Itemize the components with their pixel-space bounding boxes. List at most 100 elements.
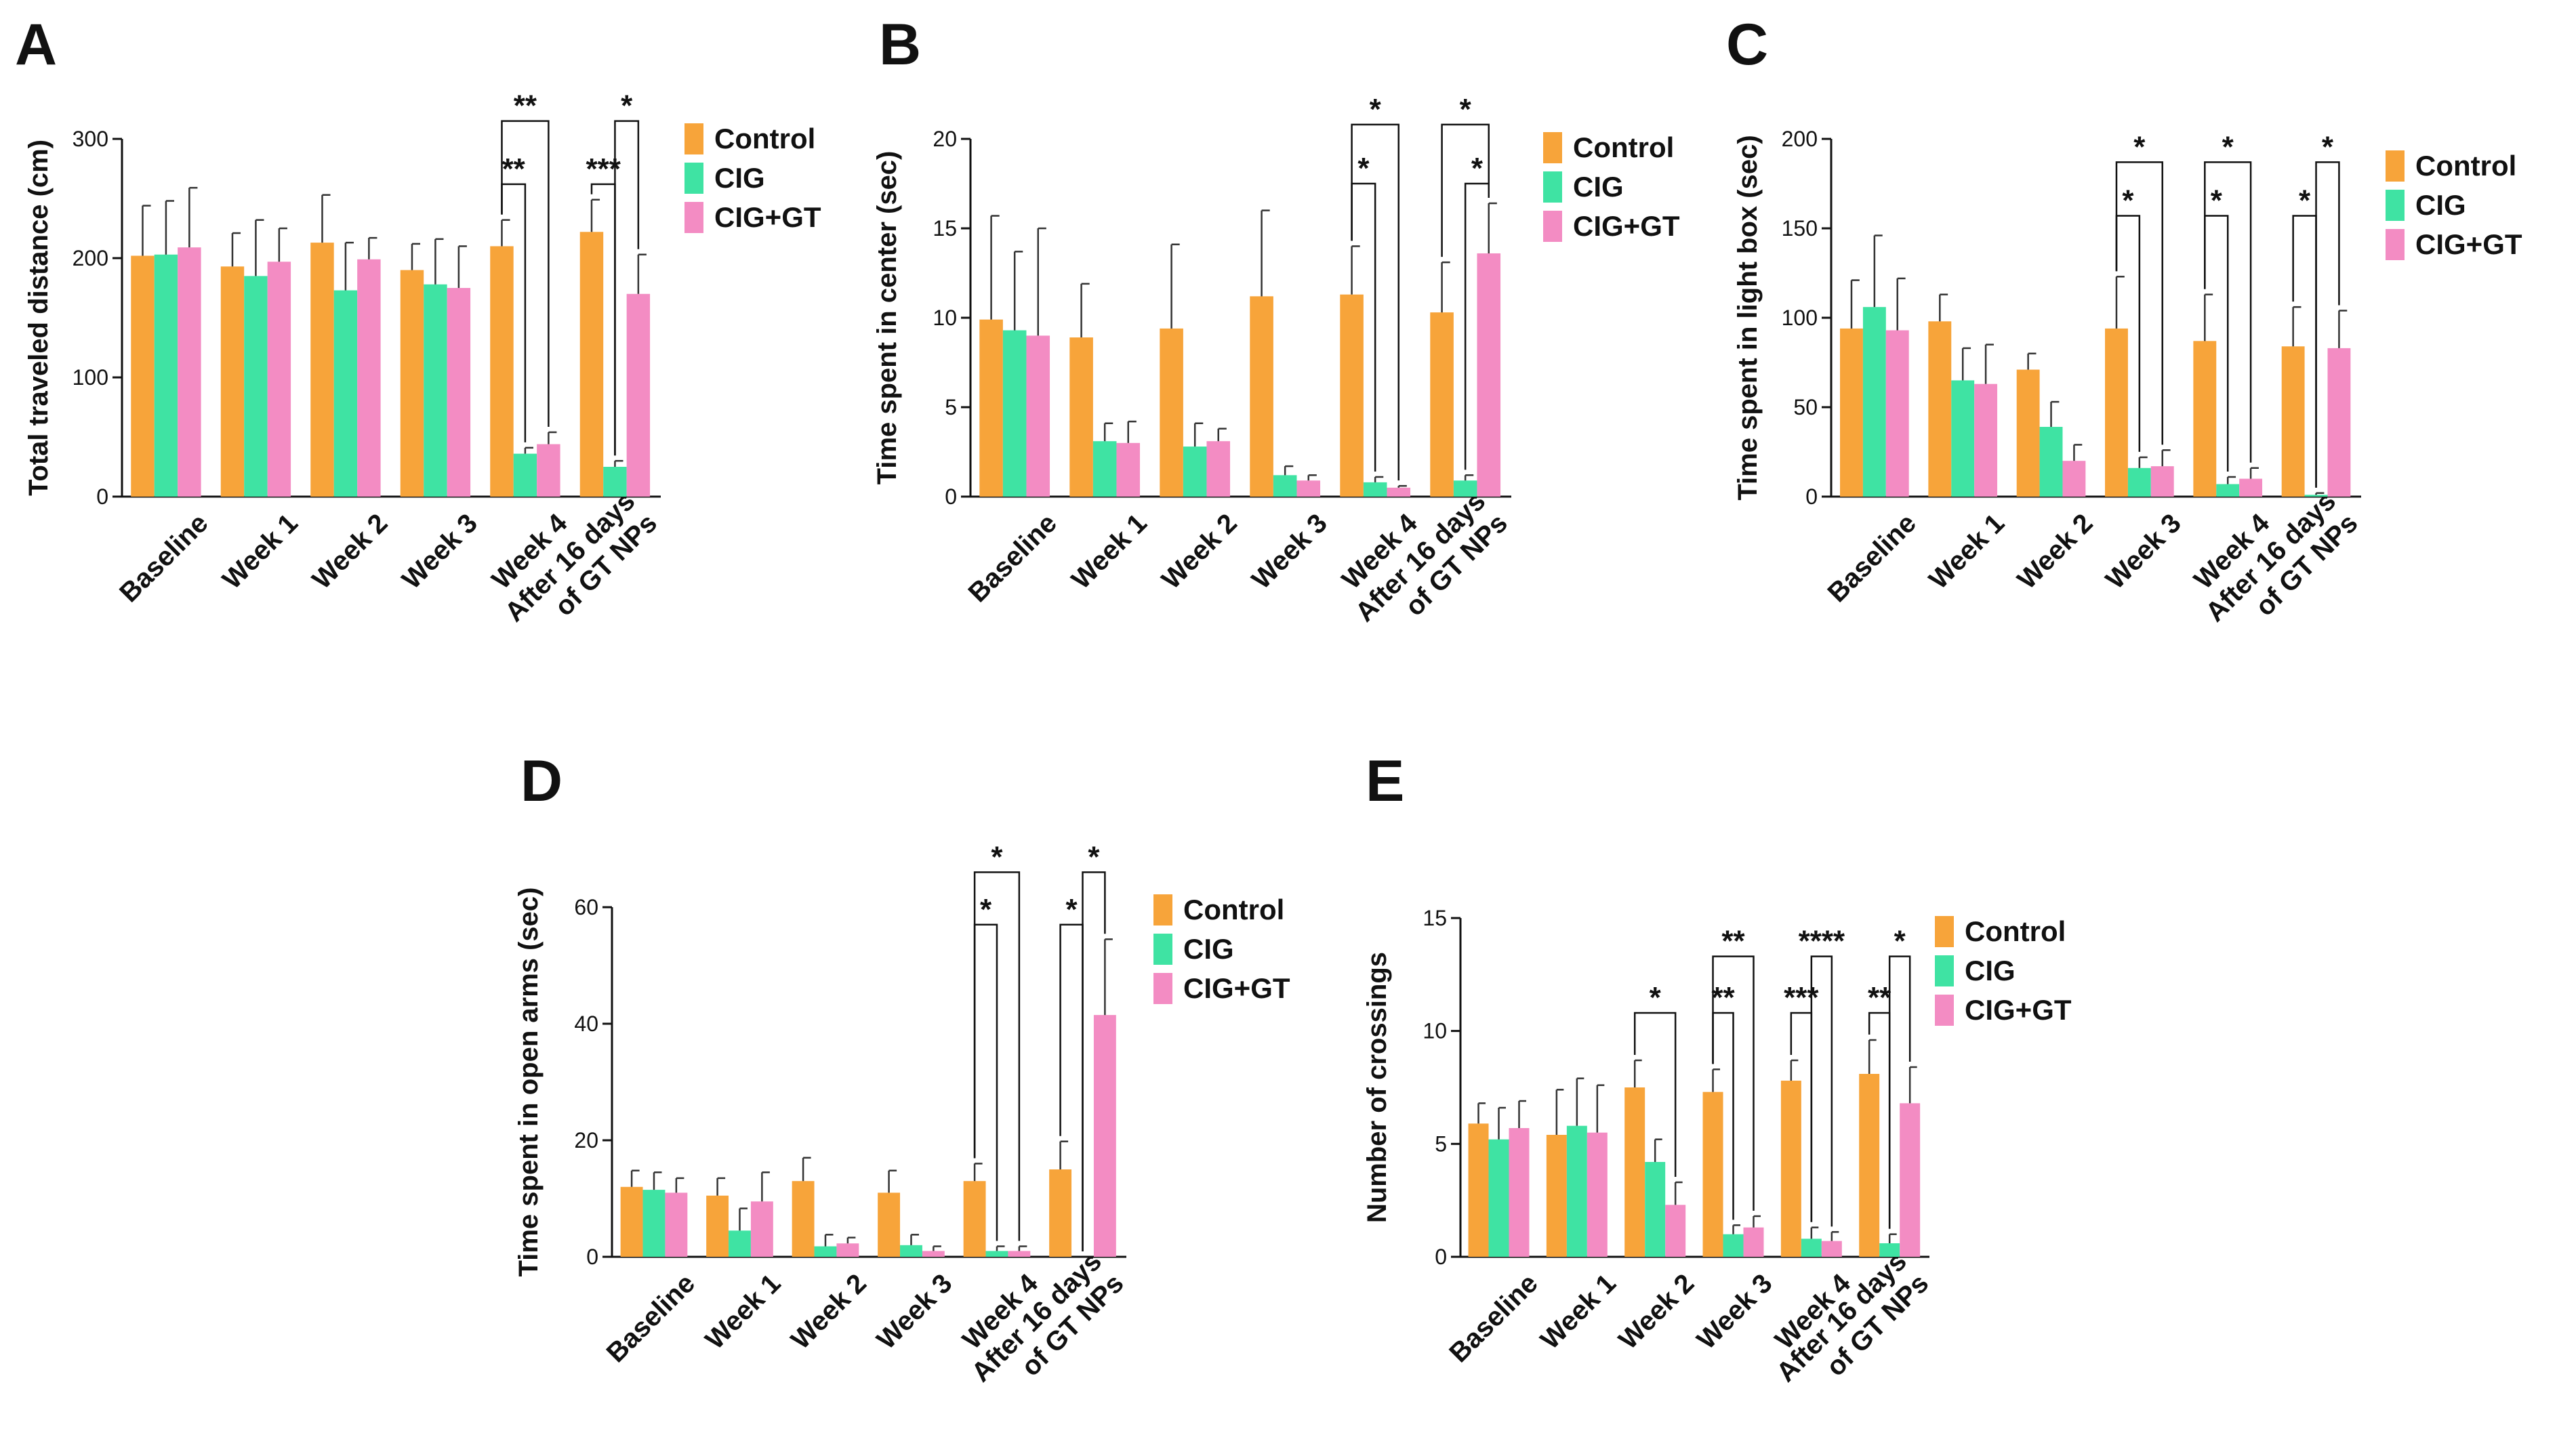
- bar-cig: [513, 453, 537, 497]
- legend-label: Control: [1183, 894, 1284, 925]
- bar-cig-gt: [1509, 1128, 1530, 1257]
- panel-letter: C: [1726, 12, 1768, 77]
- legend-label: CIG+GT: [1573, 210, 1680, 242]
- x-tick-label-line: Week 3: [2100, 508, 2187, 595]
- significance-bracket: [2315, 161, 2340, 488]
- significance-bracket: [1888, 955, 1911, 1229]
- bar-cig: [642, 1190, 666, 1257]
- legend-label: Control: [2415, 150, 2516, 182]
- significance-bracket: [2204, 161, 2252, 463]
- legend-label: CIG+GT: [1183, 972, 1290, 1004]
- y-tick-label: 0: [96, 484, 108, 509]
- significance-bracket: [1351, 123, 1399, 481]
- bar-cig-gt: [178, 247, 201, 497]
- significance-bracket: [1810, 955, 1833, 1227]
- bar-cig-gt: [1093, 1015, 1116, 1257]
- significance-bracket: [1464, 182, 1490, 470]
- bar-control: [2193, 341, 2217, 497]
- bar-control: [1049, 1169, 1072, 1257]
- bar-control: [1468, 1123, 1489, 1257]
- bar-control: [620, 1186, 643, 1257]
- significance-label: *: [1088, 840, 1100, 873]
- bar-control: [1624, 1087, 1645, 1257]
- bar-control: [1859, 1074, 1880, 1257]
- significance-label: ***: [586, 152, 621, 186]
- bar-control: [979, 319, 1003, 497]
- bar-control: [792, 1181, 815, 1257]
- bar-cig: [1002, 330, 1027, 497]
- bar-cig-gt: [750, 1201, 773, 1257]
- x-tick-label: Week 1: [1066, 508, 1153, 595]
- bar-cig: [900, 1245, 922, 1257]
- x-tick-label-line: Week 2: [785, 1268, 872, 1355]
- legend-label: CIG+GT: [714, 201, 821, 233]
- bar-cig-gt: [1116, 442, 1141, 497]
- bar-control: [1546, 1135, 1567, 1257]
- y-tick-label: 100: [73, 365, 108, 390]
- bar-cig: [154, 254, 178, 497]
- bar-control: [2016, 369, 2040, 497]
- bar-control: [963, 1181, 986, 1257]
- significance-label: ***: [1784, 981, 1819, 1014]
- bar-cig: [244, 276, 268, 497]
- y-tick-label: 40: [574, 1012, 598, 1036]
- bar-cig: [424, 284, 447, 497]
- x-tick-label: Week 3: [871, 1268, 958, 1355]
- x-tick-label-line: Week 2: [1613, 1268, 1700, 1355]
- x-tick-label-line: Baseline: [601, 1268, 701, 1368]
- bar-cig: [1566, 1125, 1587, 1257]
- bar-cig: [1951, 380, 1975, 497]
- bar-control: [1250, 296, 1273, 497]
- x-tick-label: Week 3: [396, 508, 483, 595]
- significance-label: *: [621, 89, 633, 123]
- bar-cig: [1092, 441, 1117, 497]
- y-tick-label: 300: [73, 127, 108, 151]
- bar-control: [220, 266, 245, 497]
- bar-cig-gt: [1885, 330, 1909, 497]
- y-axis-label: Time spent in light box (sec): [1733, 135, 1763, 500]
- significance-label: *: [2122, 184, 2134, 217]
- significance-label: *: [2211, 184, 2223, 217]
- y-tick-label: 50: [1793, 395, 1818, 419]
- significance-label: *: [1370, 93, 1382, 126]
- x-tick-label-line: Week 3: [396, 508, 483, 595]
- legend-swatch: [2386, 229, 2405, 260]
- significance-label: *: [991, 840, 1003, 873]
- significance-bracket: [1441, 123, 1490, 257]
- x-tick-label-line: Week 1: [1923, 508, 2010, 595]
- legend-label: CIG+GT: [2415, 228, 2522, 260]
- significance-bracket: [501, 120, 550, 427]
- legend-swatch: [1153, 973, 1172, 1004]
- bar-cig-gt: [2150, 466, 2174, 497]
- panel-letter: B: [879, 12, 921, 77]
- x-tick-label-line: Week 2: [306, 508, 393, 595]
- legend-label: CIG: [2415, 189, 2466, 221]
- y-tick-label: 10: [1423, 1019, 1447, 1043]
- significance-label: *: [1460, 93, 1472, 126]
- significance-label: **: [1868, 981, 1891, 1014]
- bar-cig-gt: [447, 288, 471, 497]
- x-tick-label: Week 3: [1246, 508, 1333, 595]
- legend-swatch: [1543, 211, 1562, 242]
- y-tick-label: 200: [73, 246, 108, 270]
- significance-bracket: [1712, 955, 1755, 1211]
- bar-cig-gt: [1026, 335, 1050, 497]
- panel-B: B 0 5 10 15 20 Time spent in center (sec) Basel…: [872, 12, 1680, 627]
- bar-cig: [2127, 467, 2151, 497]
- panel-A: A 0 100 200 300 Total traveled distance (cm) B…: [15, 12, 821, 627]
- legend-label: CIG: [1965, 955, 2016, 986]
- y-tick-label: 0: [1805, 484, 1818, 509]
- bar-cig-gt: [2239, 478, 2263, 497]
- x-tick-label: Week 3: [1692, 1268, 1778, 1355]
- y-axis-label: Time spent in open arms (sec): [514, 888, 544, 1277]
- x-tick-label-line: Week 1: [699, 1268, 786, 1355]
- legend-label: CIG: [714, 162, 765, 194]
- x-tick-label: Baseline: [1444, 1268, 1543, 1368]
- x-tick-label-line: Week 1: [217, 508, 304, 595]
- x-tick-label-line: Week 3: [1246, 508, 1333, 595]
- significance-label: **: [502, 152, 526, 186]
- significance-label: *: [2322, 130, 2334, 163]
- bar-control: [2281, 346, 2305, 497]
- x-tick-label-line: Baseline: [962, 508, 1062, 608]
